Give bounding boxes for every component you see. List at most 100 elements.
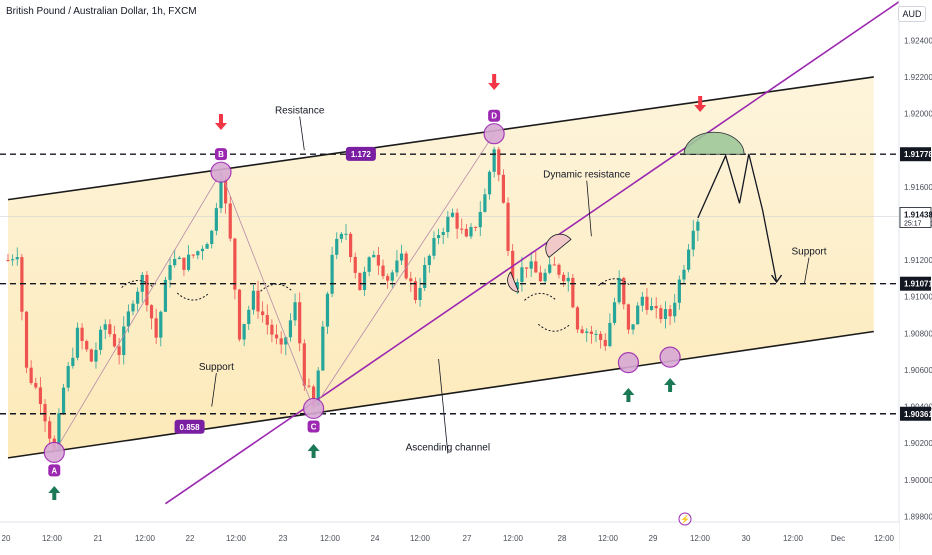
currency-button[interactable]: AUD xyxy=(898,6,926,22)
candle-body xyxy=(214,208,218,231)
candle-body xyxy=(71,357,75,366)
candle-body xyxy=(265,315,269,325)
candle-body xyxy=(108,324,112,335)
current-price-countdown: 25:17 xyxy=(904,220,922,227)
dotted-arc xyxy=(538,323,571,332)
down-arrow-forecast-shaft xyxy=(698,96,703,106)
candle-body xyxy=(423,264,427,288)
candle-body xyxy=(325,293,330,327)
candle-body xyxy=(210,230,214,245)
candle-body xyxy=(599,333,603,340)
candle-body xyxy=(376,254,380,266)
point-circle xyxy=(210,161,232,183)
symbol-title[interactable]: British Pound / Australian Dollar, 1h, F… xyxy=(6,6,197,17)
candle-body xyxy=(29,367,33,384)
dotted-arc xyxy=(176,292,210,301)
candle-body xyxy=(659,308,663,320)
candle-body xyxy=(386,276,390,281)
bolt-icon xyxy=(678,512,692,526)
candle-body xyxy=(696,221,700,231)
candle-body xyxy=(173,258,177,266)
candle-body xyxy=(483,194,487,212)
annotation-label: Dynamic resistance xyxy=(543,170,631,181)
level-price-label: 1.90361 xyxy=(904,410,932,419)
candle-body xyxy=(219,179,223,209)
time-tick-label: 12:00 xyxy=(135,534,156,543)
candle-body xyxy=(390,272,394,281)
candle-body xyxy=(247,309,251,325)
candle-body xyxy=(85,340,89,350)
candle-body xyxy=(191,254,195,256)
candle-body xyxy=(48,421,52,439)
candle-body xyxy=(353,257,357,273)
bolt-glyph: ⚡ xyxy=(680,514,690,524)
candle-body xyxy=(649,305,654,310)
candle-body xyxy=(228,203,232,239)
candle-body xyxy=(339,233,343,239)
candle-body xyxy=(99,329,103,350)
candle-body xyxy=(57,413,61,450)
candle-body xyxy=(677,279,681,303)
point-label-box xyxy=(307,420,320,433)
time-tick-label: 20 xyxy=(2,534,11,543)
down-arrow-b-head xyxy=(214,123,227,130)
candle-body xyxy=(566,277,570,282)
level-price-label: 1.91071 xyxy=(904,280,932,289)
down-arrow-forecast-head xyxy=(694,105,707,112)
annotation-label: Resistance xyxy=(275,106,325,117)
up-arrow-touch1-shaft xyxy=(626,394,631,402)
candle-body xyxy=(205,244,209,249)
candle-body xyxy=(367,257,371,272)
value-box xyxy=(174,419,205,434)
candle-body xyxy=(242,324,246,340)
point-label-box xyxy=(488,109,501,122)
forecast-path xyxy=(697,153,778,283)
candle-body xyxy=(362,271,367,291)
candle-body xyxy=(552,264,556,266)
annotation-label: Support xyxy=(199,362,234,373)
candle-body xyxy=(608,322,612,347)
candle-body xyxy=(631,324,635,330)
time-tick-label: 12:00 xyxy=(598,534,619,543)
candle-body xyxy=(580,329,584,333)
candle-body xyxy=(557,264,561,275)
candle-body xyxy=(640,296,644,306)
candle-body xyxy=(446,216,450,233)
candle-body xyxy=(571,277,575,308)
candle-body xyxy=(432,238,436,256)
candle-body xyxy=(645,296,649,310)
point-label: B xyxy=(218,150,224,159)
candle-body xyxy=(6,260,10,262)
up-arrow-touch2-head xyxy=(664,378,677,385)
candle-body xyxy=(501,174,506,203)
candle-body xyxy=(112,334,117,347)
candle-body xyxy=(534,261,538,273)
time-tick-label: 12:00 xyxy=(690,534,711,543)
time-tick-label: Dec xyxy=(831,534,845,543)
price-tick-label: 1.92200 xyxy=(904,73,932,82)
annotation-pointer xyxy=(211,372,217,407)
half-moon-bottom xyxy=(507,271,520,293)
candle-body xyxy=(589,331,593,334)
candle-body xyxy=(562,274,566,282)
value-box-label: 1.172 xyxy=(351,150,372,159)
candle-body xyxy=(75,327,80,358)
candle-body xyxy=(492,149,496,172)
candle-body xyxy=(20,257,24,312)
candle-body xyxy=(233,238,237,290)
candle-body xyxy=(349,233,353,258)
price-tick-label: 1.91000 xyxy=(904,293,932,302)
candle-body xyxy=(612,302,617,323)
candle-body xyxy=(654,305,658,309)
time-tick-label: 21 xyxy=(94,534,103,543)
point-label-box xyxy=(48,464,61,477)
candle-body xyxy=(94,349,98,362)
candle-body xyxy=(673,302,677,317)
price-tick-label: 1.90200 xyxy=(904,439,932,448)
up-arrow-c-head xyxy=(307,444,320,451)
level-price-label: 1.91778 xyxy=(904,150,932,159)
time-tick-label: 12:00 xyxy=(320,534,341,543)
channel-upper-line xyxy=(7,76,874,201)
candle-body xyxy=(418,287,422,300)
